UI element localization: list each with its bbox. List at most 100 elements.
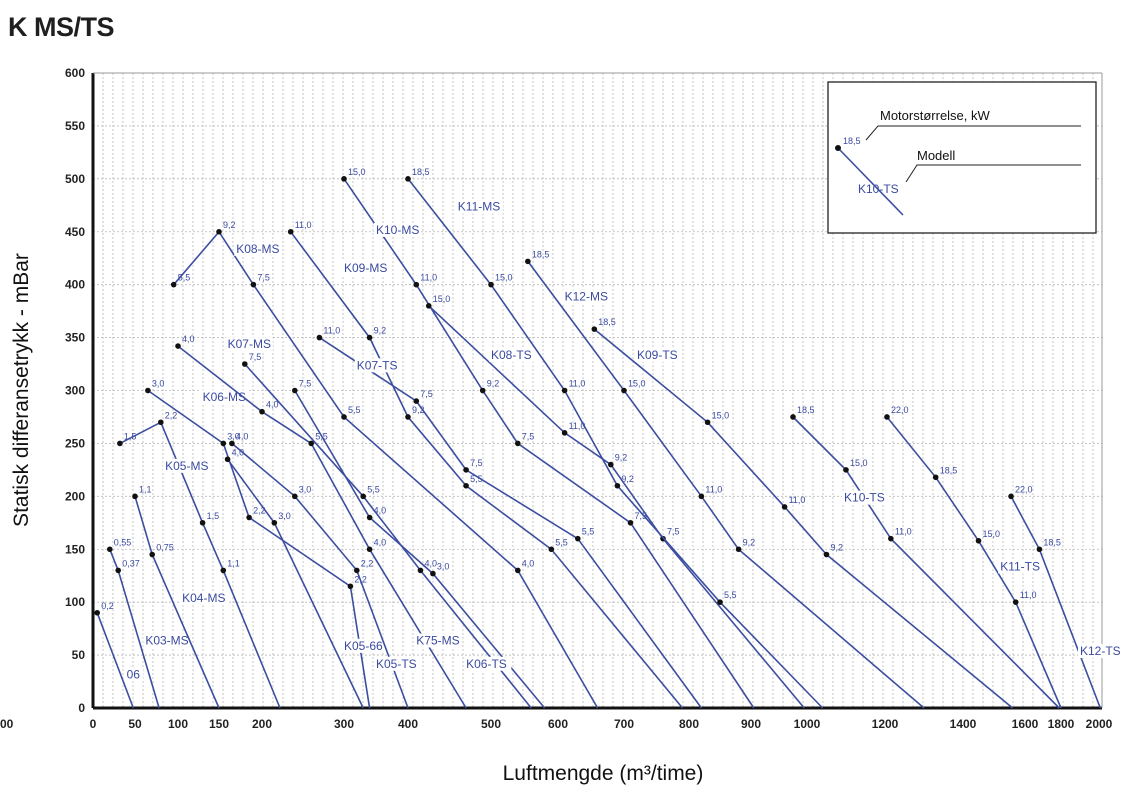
motor-kw-label: 11,0 [569,421,586,431]
series-label-bg [342,260,390,275]
motor-kw-label: 4,0 [236,431,249,441]
data-point [608,461,614,468]
series-label: K10-TS [844,491,885,505]
series-label-bg [354,358,402,373]
data-point [145,387,151,394]
data-point [341,414,347,420]
motor-kw-label: 5,5 [348,405,361,415]
series-label-bg [455,199,503,214]
data-point [242,361,248,367]
data-point [1012,599,1019,605]
series-k05-66: 4,0 3,0 K05-66 [224,447,390,709]
data-point [823,551,830,558]
data-point [405,176,411,182]
motor-kw-label: 5,5 [178,273,191,283]
motor-kw-label: 0,2 [101,601,114,611]
series-label: K09-MS [344,261,387,275]
data-point [413,281,420,288]
x-tick-label: 2000 [1086,717,1113,731]
data-point [561,430,568,436]
series-k75-ms: 7,5 5,5 4,0 K75-MS [242,352,532,709]
motor-kw-label: 4,0 [424,558,437,568]
x-tick-label: 150 [209,717,229,731]
series-k12-ms: 18,5 15,0 11,0 9,2 K12-MS [525,249,925,709]
y-tick-label: 600 [65,66,85,80]
motor-kw-label: 7,5 [249,352,262,362]
motor-kw-label: 2,2 [165,410,178,420]
motor-kw-label: 18,5 [1043,537,1061,547]
series-label-bg [374,222,422,237]
x-tick-label: 50 [128,717,142,731]
motor-kw-label: 11,0 [323,326,340,336]
x-tick-label: 1800 [1048,717,1075,731]
legend-example-kw: 18,5 [843,136,861,146]
motor-kw-label: 18,5 [598,317,616,327]
series-label-bg [225,337,273,352]
series-label-bg [562,289,610,304]
y-tick-label: 50 [72,648,86,662]
data-point [479,387,486,394]
data-point [888,535,894,542]
data-point [698,493,705,500]
motor-kw-label: 7,5 [522,431,535,441]
data-point [548,546,555,553]
data-point [405,414,411,420]
data-point [360,493,367,500]
series-k08-ts: 15,0 11,0 9,2 7,5 K08-TS [425,294,805,709]
data-point [425,303,432,309]
series-label: K06-MS [203,390,246,404]
motor-kw-label: 3,0 [152,379,165,389]
series-k12-ts: 22,0 18,5 K12-TS [1008,484,1122,709]
data-point [463,482,469,489]
data-point [843,467,849,473]
motor-kw-label: 2,2 [361,558,374,568]
legend-curve [837,147,904,216]
x-tick-label: 700 [614,717,634,731]
motor-kw-label: 15,0 [495,273,513,283]
motor-kw-label: 5,5 [724,590,737,600]
data-point [354,567,360,574]
series-label-bg [998,559,1046,574]
motor-kw-label: 0,37 [122,558,140,568]
data-point [430,570,436,577]
motor-kw-label: 5,5 [555,537,568,547]
data-point [224,456,231,463]
motor-kw-label: 22,0 [1015,484,1033,494]
x-tick-label: 2200 [0,717,14,731]
series-label: K04-MS [182,591,225,605]
motor-kw-label: 4,0 [266,400,279,410]
x-axis-title: Luftmengde (m³/time) [503,762,704,785]
data-point [975,537,982,544]
legend-model-leader [905,164,1081,183]
motor-kw-label: 11,0 [569,379,586,389]
data-point [271,519,278,526]
series-curve [109,549,160,709]
series-k10-ts: 18,5 15,0 11,0 K10-TS [790,405,1060,709]
x-tick-label: 1200 [872,717,899,731]
motor-kw-label: 15,0 [628,379,646,389]
motor-kw-label: 9,2 [831,543,844,553]
motor-kw-label: 11,0 [705,484,722,494]
x-tick-label: 400 [398,717,418,731]
motor-kw-label: 1,1 [227,558,240,568]
motor-kw-label: 4,0 [522,558,535,568]
data-point [366,334,373,341]
series-curve [96,612,135,709]
motor-kw-label: 11,0 [295,220,312,230]
data-point [94,609,100,616]
data-point [575,535,581,542]
y-tick-label: 0 [78,701,85,715]
series-label: K09-TS [637,348,678,362]
y-tick-label: 250 [65,436,85,450]
data-point [107,546,113,553]
legend-example-model: K10-TS [858,182,899,196]
x-tick-label: 300 [334,717,354,731]
motor-kw-label: 7,5 [299,379,312,389]
data-point [287,228,294,235]
legend: Motorstørrelse, kW Modell 18,5 K10-TS [827,81,1097,234]
series-label: K11-MS [458,200,500,214]
y-tick-label: 200 [65,489,85,503]
motor-kw-label: 5,5 [470,474,483,484]
motor-kw-label: 11,0 [789,495,806,505]
series-label: K12-TS [1080,644,1121,658]
